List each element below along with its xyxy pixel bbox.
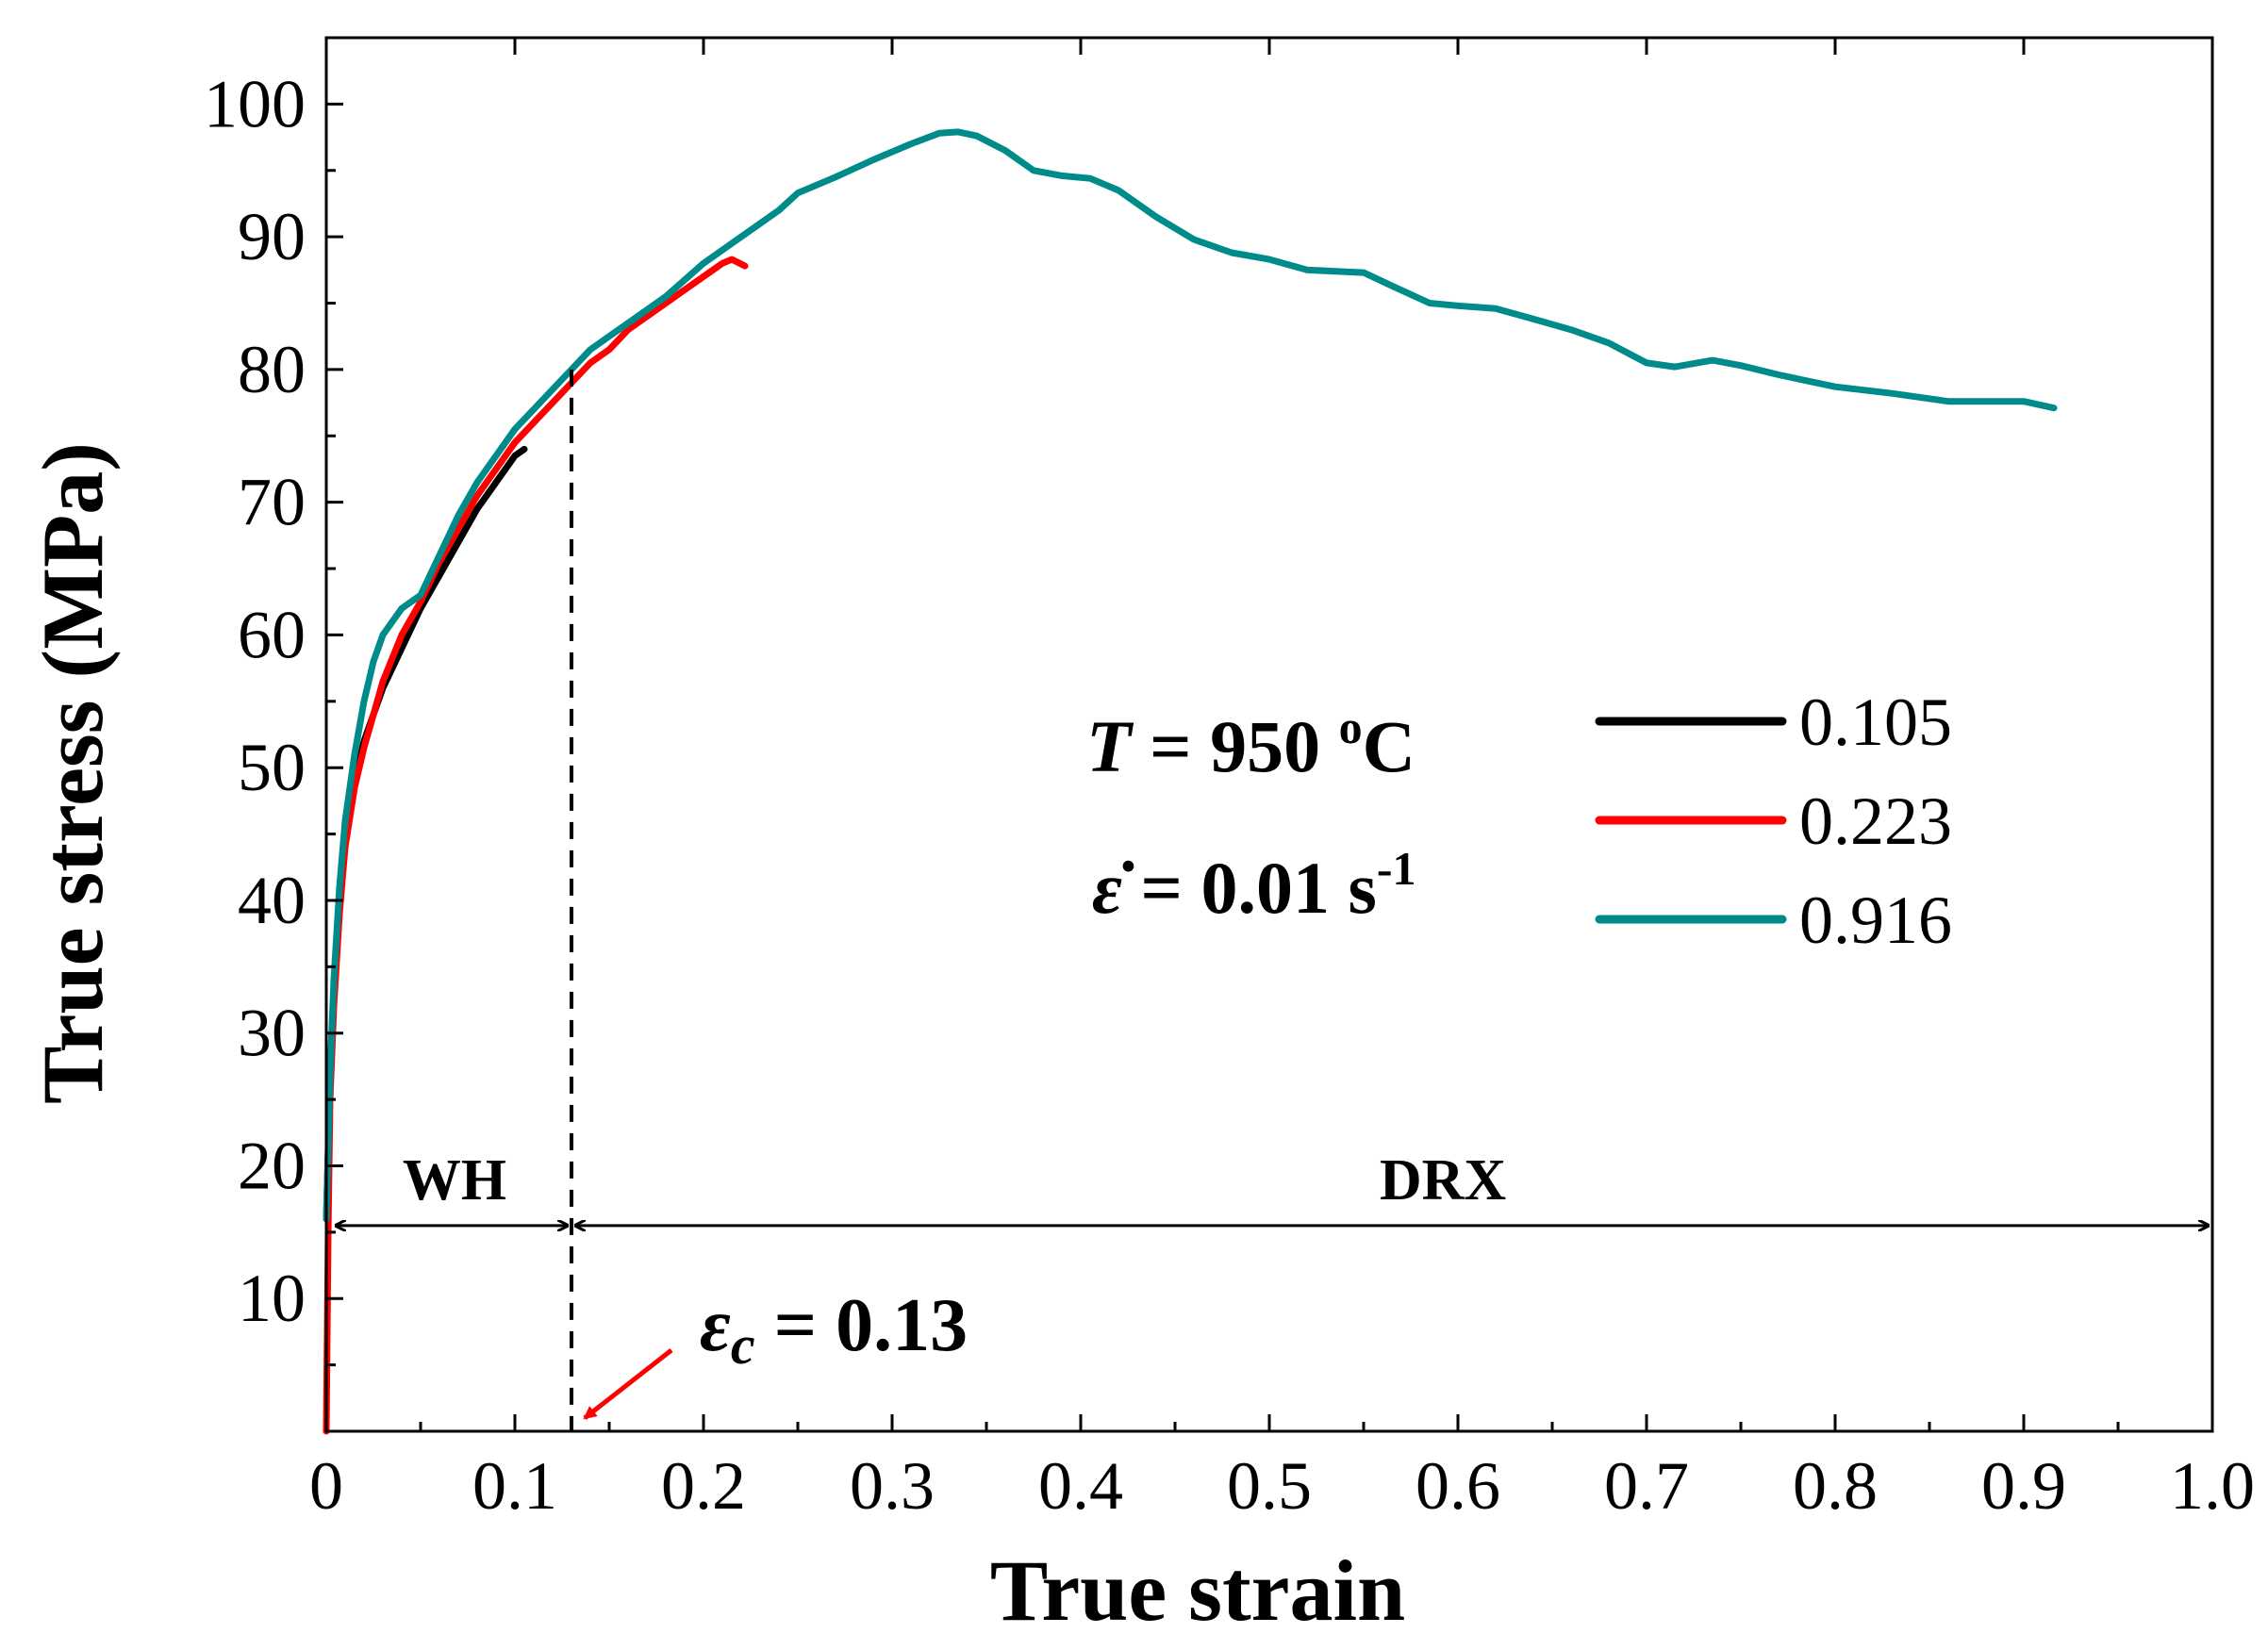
- strain-rate-label: ε̇ = 0.01 s-1: [1092, 842, 1415, 929]
- legend: 0.105 0.223 0.916: [1595, 685, 1952, 958]
- legend-label-0.105: 0.105: [1799, 685, 1952, 760]
- annotation-layer: [336, 369, 2209, 1431]
- strain-rate-exponent: -1: [1377, 842, 1416, 895]
- series-line-0.916: [323, 128, 2058, 1223]
- x-axis-title: True strain: [990, 1543, 1405, 1639]
- y-tick-label: 20: [238, 1128, 306, 1203]
- x-tick-label: 0.4: [1038, 1448, 1123, 1524]
- legend-label-0.223: 0.223: [1799, 784, 1952, 859]
- x-tick-label: 0: [309, 1448, 343, 1524]
- y-tick-label: 10: [238, 1261, 306, 1336]
- critical-strain-label: εc = 0.13: [700, 1284, 968, 1376]
- y-tick-label: 60: [238, 597, 306, 672]
- strain-rate-value: = 0.01 s: [1122, 847, 1377, 929]
- x-tick-label: 0.8: [1793, 1448, 1878, 1524]
- y-tick-label: 50: [238, 730, 306, 805]
- x-tick-label: 0.9: [1981, 1448, 2066, 1524]
- temperature-symbol: T: [1086, 705, 1134, 787]
- critical-strain-arrow: [583, 1348, 673, 1420]
- drx-region-label: DRX: [1380, 1148, 1507, 1213]
- x-tick-label: 0.2: [661, 1448, 746, 1524]
- x-tick-label: 1.0: [2170, 1448, 2255, 1524]
- axes-layer: 0 0.1 0.2 0.3 0.4 0.5 0.6 0.7 0.8 0.9 1.0 10 20 30 40 5…: [204, 36, 2255, 1524]
- y-tick-label: 70: [238, 465, 306, 540]
- temperature-degree: o: [1339, 701, 1363, 753]
- y-tick-label: 40: [238, 863, 306, 938]
- temperature-label: T = 950 oC: [1086, 701, 1415, 787]
- y-tick-label: 30: [238, 996, 306, 1071]
- x-tick-label: 0.3: [850, 1448, 935, 1524]
- temperature-value: = 950: [1132, 705, 1339, 787]
- y-tick-label: 100: [204, 66, 306, 141]
- x-tick-label: 0.5: [1227, 1448, 1312, 1524]
- x-tick-label: 0.1: [472, 1448, 557, 1524]
- critical-strain-symbol: ε: [700, 1284, 731, 1367]
- y-axis-title: True stress (MPa): [25, 442, 121, 1104]
- y-tick-label: 90: [238, 199, 306, 274]
- temperature-unit: C: [1363, 705, 1415, 787]
- critical-strain-value: = 0.13: [755, 1284, 968, 1367]
- series-layer: [323, 128, 2058, 1435]
- y-tick-label: 80: [238, 332, 306, 407]
- critical-strain-subscript: c: [731, 1314, 755, 1376]
- series-line-0.105: [323, 445, 528, 1223]
- series-line-0.223: [323, 256, 749, 1435]
- x-tick-label: 0.7: [1604, 1448, 1689, 1524]
- legend-label-0.916: 0.916: [1799, 883, 1952, 958]
- wh-region-label: WH: [403, 1148, 506, 1213]
- x-tick-label: 0.6: [1415, 1448, 1500, 1524]
